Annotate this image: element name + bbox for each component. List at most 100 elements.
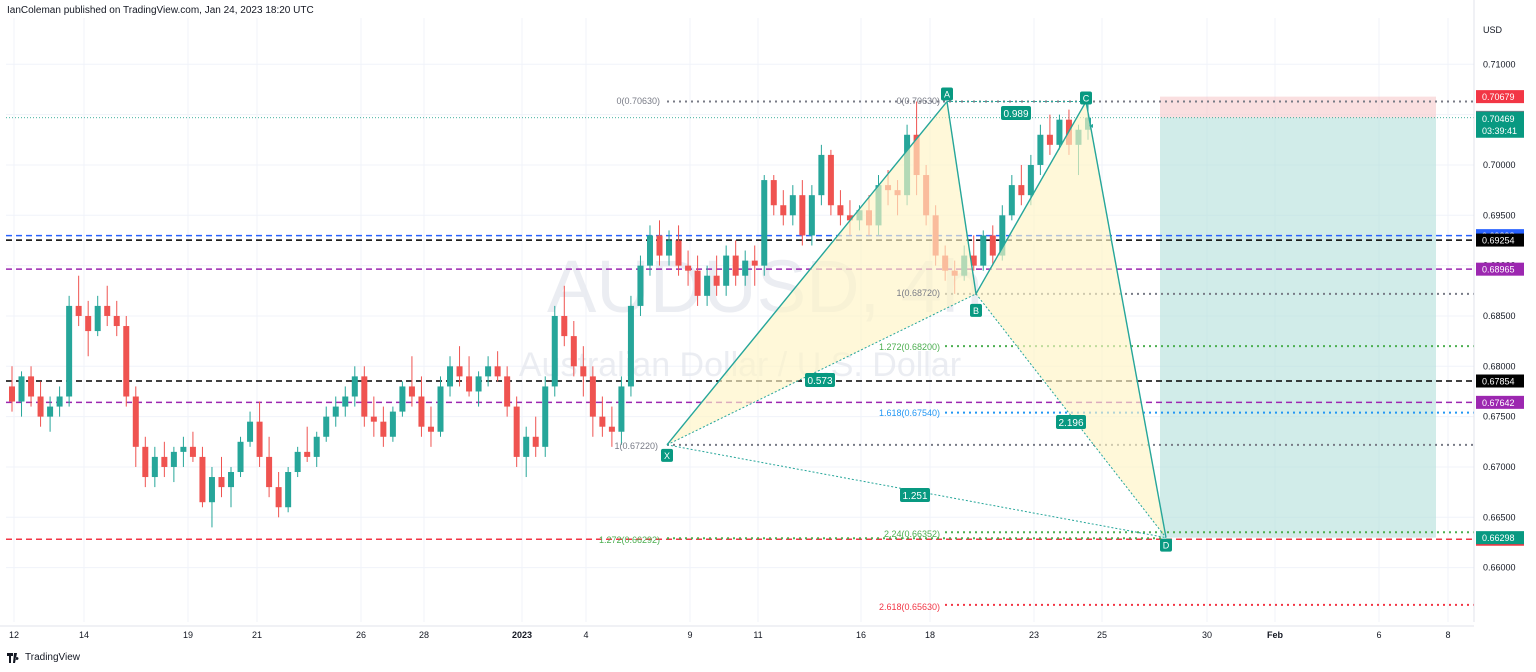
candle-body [1008,185,1015,216]
price-badge-label: 0.70469 [1482,114,1515,124]
candle-body [818,154,825,196]
y-tick-label: 0.69500 [1483,210,1516,220]
x-tick-label: 6 [1376,630,1381,640]
candle-body [285,472,292,508]
candle-body [151,456,158,478]
candle-body [389,411,396,437]
x-tick-label: 12 [9,630,19,640]
xab-triangle [667,101,976,445]
take-profit-zone [1160,117,1436,538]
price-badge-label: 0.68965 [1482,265,1515,275]
candle-body [370,416,377,422]
candle-body [513,406,520,457]
currency-label: USD [1483,25,1503,35]
candle-body [646,235,653,266]
candle-body [561,315,568,337]
candle-body [532,436,539,447]
candle-body [313,436,320,457]
candle-body [94,305,101,332]
price-badge [1476,111,1524,138]
price-badge-label: 0.69254 [1482,236,1515,246]
candle-body [399,386,406,412]
candle-body [808,195,815,236]
candle-body [332,406,339,417]
pattern-point-x: X [664,451,670,461]
candle-body [970,255,977,266]
tradingview-logo-icon [7,652,19,663]
candle-body [466,376,473,392]
candle-body [266,456,273,488]
x-tick-label: 23 [1029,630,1039,640]
footer-brand[interactable]: TradingView [7,652,80,663]
ab-leg [946,101,977,294]
candle-body [447,366,454,387]
x-tick-label: 2023 [512,630,532,640]
candle-body [180,446,187,452]
candle-body [85,315,92,332]
ratio-badge [1001,106,1031,120]
pattern-point-a-badge [941,87,953,101]
candle-body [123,326,130,397]
candle-body [1056,119,1063,145]
pattern-point-c-badge [1080,91,1092,105]
candle-body [275,487,282,508]
pattern-point-b-badge [970,303,982,317]
bcd-triangle [976,101,1166,538]
candle-body [761,180,768,266]
y-tick-label: 0.68500 [1483,311,1516,321]
candle-body [37,396,44,417]
candle-body [342,396,349,407]
stop-loss-zone [1160,96,1436,118]
fib-label: 1.618(0.67540) [879,408,940,418]
candle-body [361,376,368,417]
price-axis: USD0.710000.705000.700000.695000.690000.… [1473,0,1524,622]
price-badge-label: 0.67854 [1482,377,1515,387]
candle-body [751,260,758,266]
price-badge [1476,395,1524,409]
price-badge-countdown: 03:39:41 [1482,126,1517,136]
ratio-label: 0.989 [1003,109,1028,120]
candle-body [637,265,644,306]
ratio-badge [1056,415,1086,429]
candle-body [256,421,263,457]
xa-leg [666,101,948,446]
y-tick-label: 0.71000 [1483,59,1516,69]
price-badge-label: 0.67642 [1482,398,1515,408]
candle-body [189,446,196,457]
price-badge [1476,90,1524,104]
candle-body [418,396,425,427]
x-tick-label: 9 [687,630,692,640]
fib-label: 0(0.70630) [896,96,940,106]
xb-ratio-line [666,293,977,446]
pattern-point-d: D [1163,541,1170,551]
candle-body [627,305,634,387]
fib-label: 2.24(0.66352) [884,529,940,539]
candle-body [618,386,625,432]
candle-body [827,154,834,206]
candle-body [780,205,787,216]
candle-body [247,421,254,442]
candle-body [456,366,463,377]
x-tick-label: 21 [252,630,262,640]
candle-body [475,376,482,392]
ratio-badge [805,373,835,387]
candle-body [1018,185,1025,196]
chart-labels: X A B C D 0.573 0.989 2.196 1.251 0(0.70630) 0(0.7… [599,87,1172,612]
candle-body [732,255,739,276]
pattern-point-a: A [944,90,950,100]
candle-body [580,366,587,377]
fib-label: 1(0.67220) [614,441,658,451]
ratio-badge [900,488,930,502]
candle-body [437,386,444,432]
candle-body [789,195,796,216]
candle-body [989,235,996,256]
candle-body [770,180,777,206]
candle-body [723,255,730,286]
y-tick-label: 0.66000 [1483,563,1516,573]
candle-body [47,406,54,417]
candle-body [589,376,596,417]
price-badge [1476,262,1524,276]
candle-body [1046,134,1053,145]
y-tick-label: 0.67000 [1483,462,1516,472]
